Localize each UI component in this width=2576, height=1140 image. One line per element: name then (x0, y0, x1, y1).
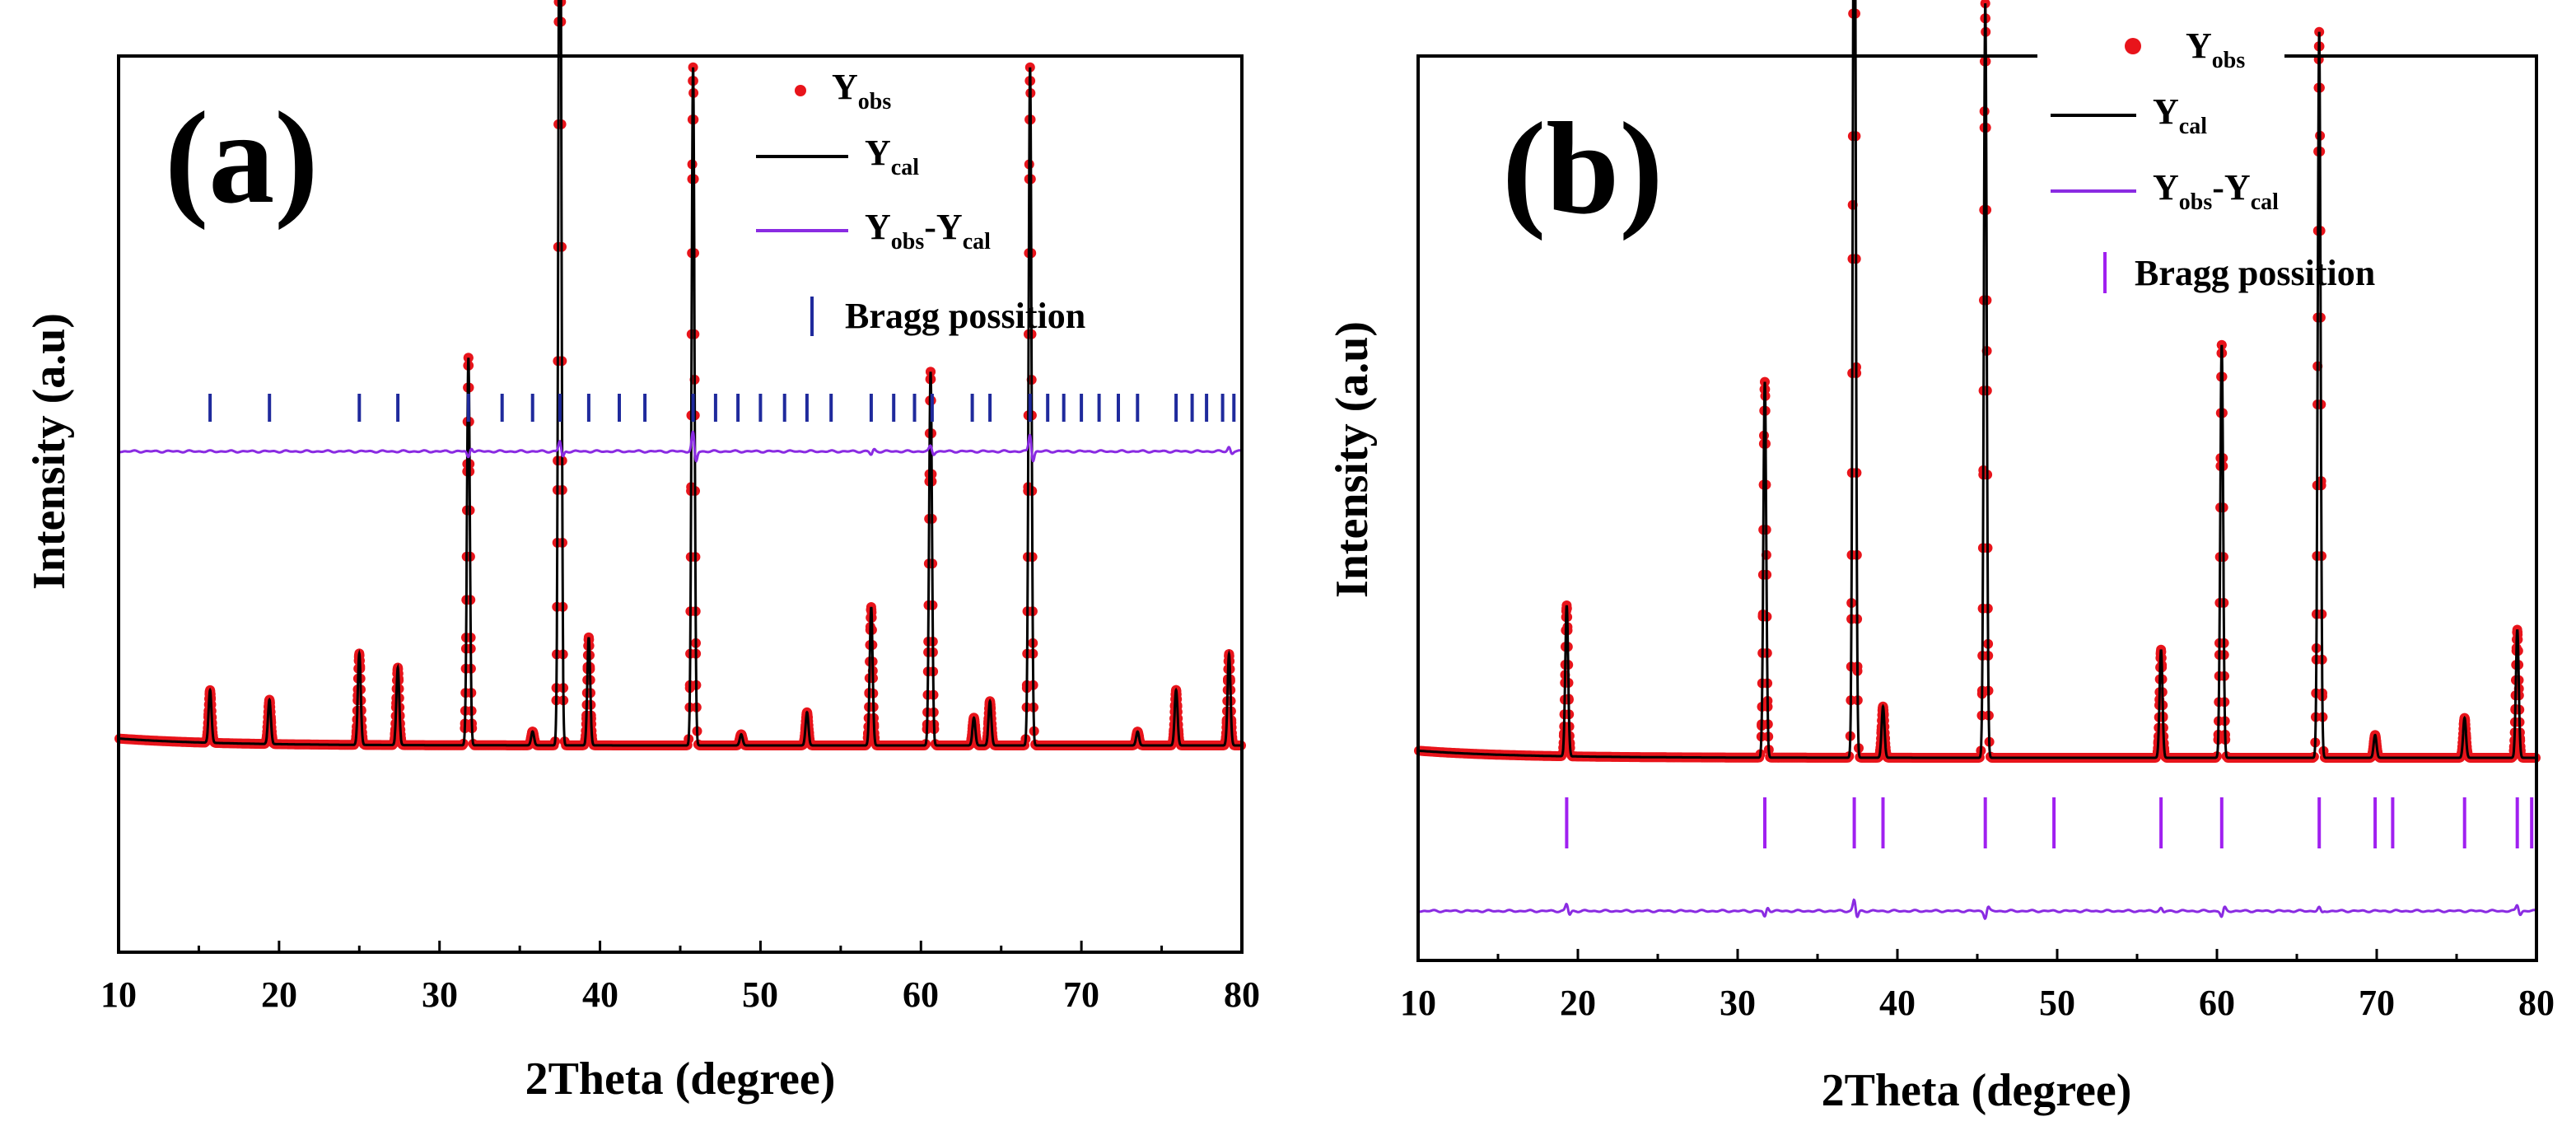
panel-a-plot-area (114, 0, 1246, 952)
panel-b-x-tick-label: 50 (2039, 983, 2075, 1023)
panel-a-difference-line (118, 430, 1243, 463)
panel-b-x-tick-label: 70 (2359, 983, 2395, 1023)
legend-bragg-label: Bragg possition (2135, 253, 2375, 293)
panel-b: (b) 2Theta (degree) Intensity (a.u) 10 2… (1327, 0, 2555, 1116)
panel-b-x-tick-label: 40 (1879, 983, 1916, 1023)
panel-a-x-tick-label: 70 (1063, 974, 1099, 1015)
panel-a-frame (117, 54, 1244, 954)
panel-a-bragg-positions (208, 394, 1236, 422)
legend-obs-label: Yobs (2186, 26, 2245, 73)
legend-diff-label: Yobs-Ycal (865, 207, 991, 255)
panel-b-frame (1416, 54, 2538, 962)
panel-a-x-tick-label: 80 (1224, 974, 1260, 1015)
panel-b-x-tick-label: 10 (1400, 983, 1436, 1023)
panel-b-x-tick-label: 30 (1720, 983, 1756, 1023)
panel-b-y-axis-title: Intensity (a.u) (1327, 321, 1378, 598)
panel-b-label: (b) (1502, 95, 1664, 241)
panel-a-calculated-line (118, 0, 1242, 747)
panel-a-x-tick-label: 20 (261, 974, 297, 1015)
legend-diff-label: Yobs-Ycal (2153, 167, 2279, 215)
legend-obs-marker (795, 85, 806, 96)
panel-a-x-tick-label: 40 (582, 974, 618, 1015)
panel-a-x-tick-label: 10 (100, 974, 137, 1015)
legend-obs-label: Yobs (832, 67, 891, 114)
panel-a-legend: Yobs Ycal Yobs-Ycal Bragg possition (756, 67, 1085, 336)
panel-b-difference-line (1417, 898, 2537, 921)
legend-cal-label: Ycal (865, 133, 919, 180)
legend-bragg-label: Bragg possition (845, 296, 1085, 336)
panel-a-x-tick-label: 30 (422, 974, 458, 1015)
panel-a: (a) 2Theta (degree) Intensity (a.u) 10 2… (24, 0, 1260, 1105)
legend-box-gap (2037, 49, 2284, 61)
panel-b-legend: Yobs Ycal Yobs-Ycal Bragg possition (2037, 26, 2375, 293)
panel-a-y-axis-title: Intensity (a.u) (24, 313, 75, 590)
panel-b-bragg-positions (1565, 797, 2534, 848)
panel-a-x-ticks: 10 20 30 40 50 60 70 80 (100, 974, 1260, 1015)
legend-obs-marker (2125, 38, 2141, 54)
panel-b-x-tick-label: 60 (2199, 983, 2235, 1023)
legend-cal-label: Ycal (2153, 91, 2207, 139)
panel-b-x-axis-title: 2Theta (degree) (1822, 1065, 2132, 1116)
panel-b-x-ticks: 10 20 30 40 50 60 70 80 (1400, 983, 2555, 1023)
panel-a-x-tick-label: 50 (742, 974, 778, 1015)
panel-a-x-tick-label: 60 (903, 974, 939, 1015)
panel-b-x-tick-label: 20 (1560, 983, 1596, 1023)
panel-b-plot-area (1414, 0, 2541, 960)
panel-a-x-axis-title: 2Theta (degree) (525, 1054, 836, 1105)
panel-b-calculated-line (1418, 0, 2536, 759)
panel-a-label: (a) (165, 84, 319, 231)
panel-b-x-tick-label: 80 (2518, 983, 2555, 1023)
